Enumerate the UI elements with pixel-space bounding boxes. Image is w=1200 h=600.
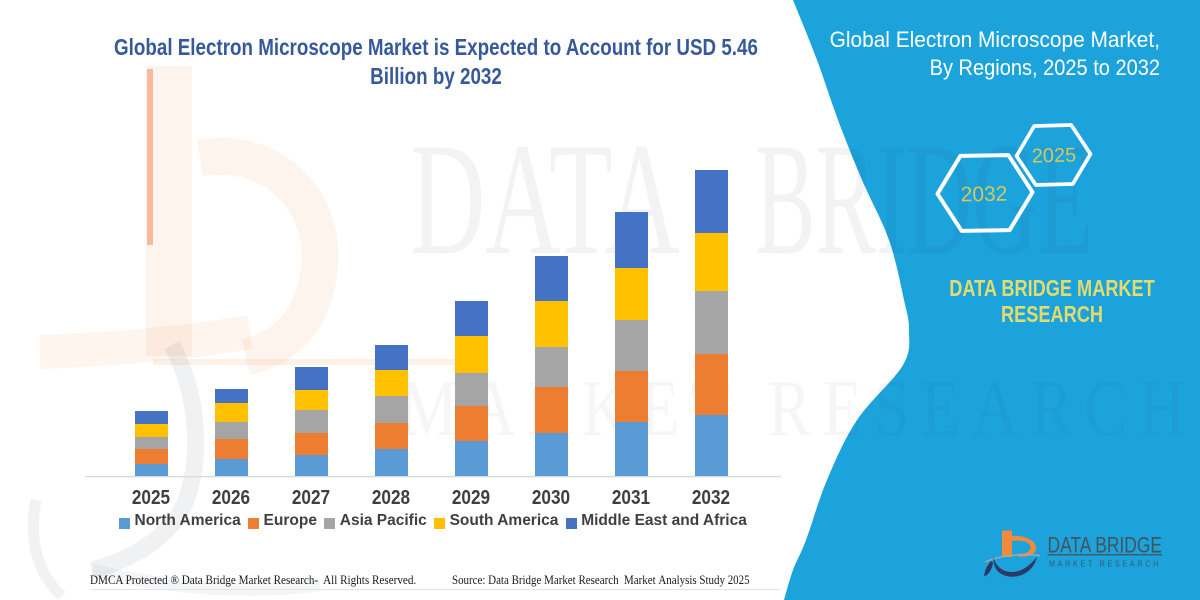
svg-text:MARKET RESEARCH: MARKET RESEARCH bbox=[1049, 559, 1161, 568]
svg-text:2032: 2032 bbox=[960, 183, 1007, 207]
svg-text:2025: 2025 bbox=[1031, 144, 1076, 167]
svg-text:DATA BRIDGE: DATA BRIDGE bbox=[1048, 533, 1163, 558]
